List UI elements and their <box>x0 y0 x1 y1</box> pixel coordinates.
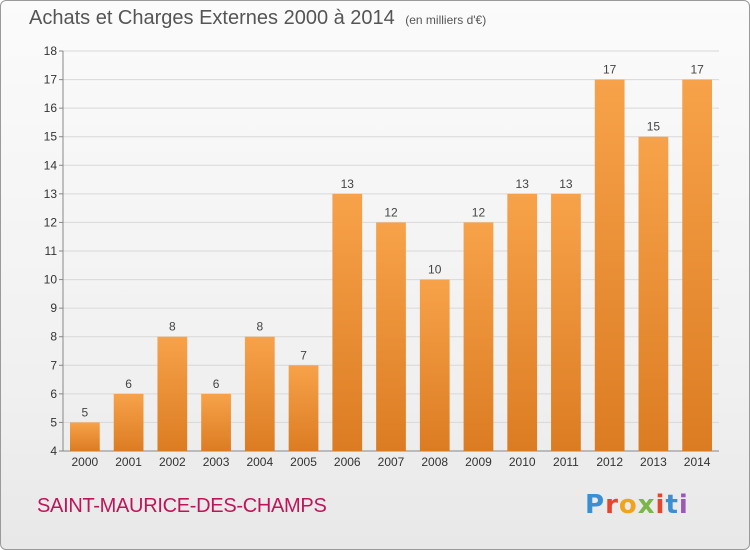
y-tick-label: 6 <box>50 387 57 401</box>
logo-letter: P <box>585 490 606 520</box>
bar-value-label: 17 <box>603 63 617 77</box>
y-tick-label: 12 <box>44 215 58 229</box>
y-tick-label: 14 <box>44 158 58 172</box>
logo-letter: o <box>618 490 638 520</box>
chart-title: Achats et Charges Externes 2000 à 2014 (… <box>29 7 486 30</box>
bar <box>157 336 188 451</box>
bar <box>551 193 581 451</box>
bar-value-label: 13 <box>559 177 573 191</box>
bar-value-label: 12 <box>384 205 398 219</box>
y-tick-label: 15 <box>44 130 58 144</box>
bar <box>113 393 144 451</box>
y-tick-label: 8 <box>50 330 57 344</box>
location-label: SAINT-MAURICE-DES-CHAMPS <box>37 495 327 517</box>
bar-value-label: 10 <box>428 263 442 277</box>
x-tick-label: 2003 <box>203 455 230 469</box>
x-tick-label: 2007 <box>378 455 405 469</box>
x-tick-label: 2011 <box>553 455 579 469</box>
bar <box>463 222 494 451</box>
x-tick-label: 2000 <box>72 455 99 469</box>
bar <box>288 365 319 451</box>
y-tick-label: 5 <box>50 415 57 429</box>
x-tick-label: 2001 <box>115 455 142 469</box>
bar-value-label: 8 <box>256 320 263 334</box>
x-tick-label: 2006 <box>334 455 361 469</box>
bar <box>69 422 100 451</box>
bar-value-label: 7 <box>300 348 307 362</box>
bar <box>201 393 231 451</box>
y-tick-label: 18 <box>44 44 58 58</box>
bar <box>332 193 363 451</box>
bar <box>594 79 625 452</box>
y-tick-label: 7 <box>50 358 57 372</box>
bar-value-label: 6 <box>213 377 220 391</box>
bar-value-label: 13 <box>341 177 355 191</box>
bar <box>638 136 669 451</box>
bar-value-label: 13 <box>516 177 530 191</box>
y-tick-label: 4 <box>50 444 57 458</box>
bar <box>419 279 450 451</box>
y-tick-label: 11 <box>45 244 58 258</box>
x-tick-label: 2008 <box>421 455 448 469</box>
bar-value-label: 5 <box>82 405 89 419</box>
proxiti-logo[interactable]: Proxiti <box>585 490 689 520</box>
logo-letter: i <box>678 490 689 520</box>
y-tick-label: 9 <box>50 301 57 315</box>
y-tick-label: 13 <box>44 187 58 201</box>
bar <box>507 193 538 451</box>
x-tick-label: 2012 <box>596 455 623 469</box>
x-tick-label: 2002 <box>159 455 186 469</box>
logo-letter: t <box>665 490 679 520</box>
bar-value-label: 12 <box>472 205 486 219</box>
chart-title-main: Achats et Charges Externes 2000 à 2014 <box>29 7 395 29</box>
bar <box>376 222 406 451</box>
bar-value-label: 6 <box>125 377 132 391</box>
logo-letter: i <box>655 490 666 520</box>
logo-letter: r <box>605 490 619 520</box>
x-tick-label: 2009 <box>465 455 492 469</box>
bar-value-label: 15 <box>647 120 661 134</box>
x-tick-label: 2004 <box>246 455 273 469</box>
bar-value-label: 17 <box>690 63 704 77</box>
x-tick-label: 2010 <box>509 455 536 469</box>
y-tick-label: 10 <box>44 273 58 287</box>
x-tick-label: 2005 <box>290 455 317 469</box>
logo-letter: x <box>637 490 656 520</box>
bar <box>244 336 275 451</box>
bar <box>682 79 713 452</box>
y-tick-label: 16 <box>44 101 58 115</box>
y-tick-label: 17 <box>44 73 58 87</box>
bar-value-label: 8 <box>169 320 176 334</box>
chart-title-unit: (en milliers d'€) <box>405 13 487 27</box>
x-tick-label: 2013 <box>640 455 667 469</box>
x-tick-label: 2014 <box>684 455 711 469</box>
